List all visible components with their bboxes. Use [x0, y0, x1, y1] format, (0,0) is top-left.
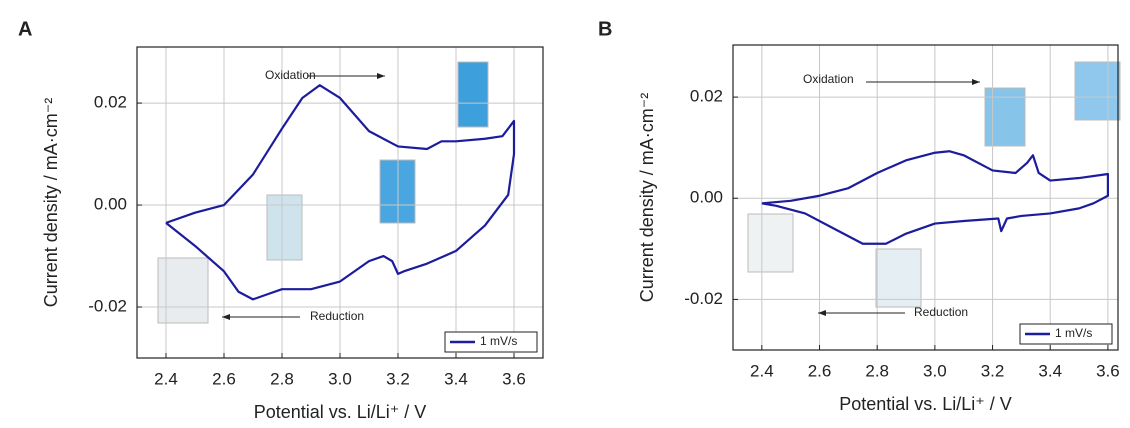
- y-tick-label: 0.00: [94, 195, 127, 214]
- y-axis-label: Current density / mA·cm⁻²: [41, 98, 61, 308]
- vial-photo: [747, 213, 794, 273]
- x-tick-label: 2.4: [154, 369, 178, 388]
- annotation: Oxidation: [265, 68, 316, 82]
- x-tick-label: 3.2: [981, 361, 1005, 380]
- legend-label: 1 mV/s: [480, 334, 517, 348]
- cv-curve: [761, 150, 1110, 245]
- x-axis-label: Potential vs. Li/Li⁺ / V: [839, 394, 1012, 414]
- y-tick-label: 0.02: [94, 93, 127, 112]
- panel-label: A: [18, 18, 32, 40]
- x-tick-label: 3.0: [328, 369, 352, 388]
- chart-panel: A 2.4 2.6 2.8 3.0 3.2 3.4 3.6 -0.02 0.00 0.02 Oxida…: [18, 18, 544, 422]
- x-tick-label: 3.0: [923, 361, 947, 380]
- y-tick-label: 0.00: [690, 188, 723, 207]
- legend: 1 mV/s: [444, 331, 538, 353]
- x-tick-label: 3.2: [386, 369, 410, 388]
- plot-frame: [732, 44, 1119, 351]
- panel-label: B: [598, 18, 612, 40]
- x-tick-label: 3.4: [1038, 361, 1062, 380]
- vial-photo: [457, 61, 489, 128]
- x-tick-label: 3.6: [1096, 361, 1120, 380]
- y-tick-label: 0.02: [690, 87, 723, 106]
- legend: 1 mV/s: [1019, 323, 1113, 345]
- x-axis-label: Potential vs. Li/Li⁺ / V: [254, 402, 427, 422]
- legend-box: [1019, 323, 1113, 345]
- y-tick-label: -0.02: [88, 297, 127, 316]
- vial-photo: [1074, 61, 1121, 121]
- y-axis-label: Current density / mA·cm⁻²: [637, 93, 657, 303]
- vial-photo: [984, 87, 1026, 147]
- annotation: Reduction: [914, 305, 968, 319]
- x-tick-label: 2.8: [270, 369, 294, 388]
- vial-photo: [875, 248, 922, 308]
- x-tick-label: 2.6: [808, 361, 832, 380]
- y-tick-label: -0.02: [684, 289, 723, 308]
- chart-panel: B 2.4 2.6 2.8 3.0 3.2 3.4 3.6 -0.02 0.00 0.02 Oxida…: [598, 18, 1120, 413]
- x-tick-label: 2.8: [865, 361, 889, 380]
- x-tick-label: 3.6: [502, 369, 526, 388]
- legend-box: [444, 331, 538, 353]
- x-tick-label: 2.4: [750, 361, 774, 380]
- annotation: Oxidation: [803, 72, 854, 86]
- plot-frame: [136, 46, 544, 359]
- x-tick-label: 2.6: [212, 369, 236, 388]
- annotation: Reduction: [310, 309, 364, 323]
- legend-label: 1 mV/s: [1055, 326, 1092, 340]
- x-tick-label: 3.4: [444, 369, 468, 388]
- cv-curve: [165, 84, 516, 301]
- vial-photo: [266, 194, 303, 261]
